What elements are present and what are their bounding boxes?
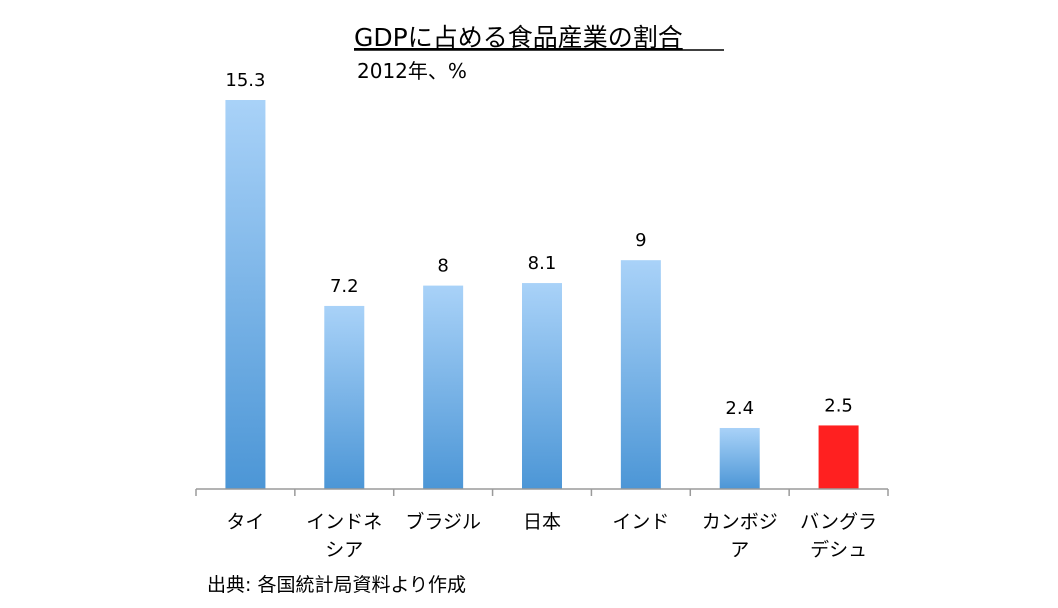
- chart-title: GDPに占める食品産業の割合: [354, 23, 683, 52]
- bar-0: [225, 100, 266, 489]
- bars-group: [225, 100, 859, 489]
- value-label-6: 2.5: [824, 395, 853, 416]
- bar-6: [818, 425, 859, 489]
- chart-subtitle: 2012年、%: [357, 59, 467, 83]
- category-label-6-line-0: バングラ: [800, 511, 877, 533]
- bar-4: [620, 260, 661, 489]
- source-note: 出典: 各国統計局資料より作成: [207, 574, 466, 596]
- category-label-6-line-1: デシュ: [810, 539, 867, 561]
- value-label-0: 15.3: [225, 70, 265, 91]
- category-label-4: インド: [612, 511, 669, 533]
- x-axis: [195, 488, 889, 496]
- value-label-5: 2.4: [725, 398, 754, 419]
- value-label-3: 8.1: [528, 253, 557, 274]
- value-labels-group: 15.3 7.2 8 8.1 9 2.4 2.5: [225, 70, 853, 419]
- category-label-3: 日本: [523, 511, 561, 533]
- category-label-5-line-0: カンボジ: [702, 511, 778, 533]
- bar-5: [719, 427, 760, 489]
- bar-3: [522, 283, 562, 489]
- bar-1: [324, 305, 365, 489]
- category-label-5-line-1: ア: [730, 539, 749, 561]
- value-label-1: 7.2: [330, 276, 359, 297]
- category-label-1-line-0: インドネ: [306, 511, 382, 533]
- value-label-4: 9: [635, 230, 646, 251]
- category-label-1-line-1: シア: [325, 539, 363, 561]
- category-label-2: ブラジル: [405, 510, 481, 533]
- category-label-0: タイ: [226, 511, 264, 533]
- value-label-2: 8: [437, 256, 448, 277]
- bar-2: [423, 285, 464, 489]
